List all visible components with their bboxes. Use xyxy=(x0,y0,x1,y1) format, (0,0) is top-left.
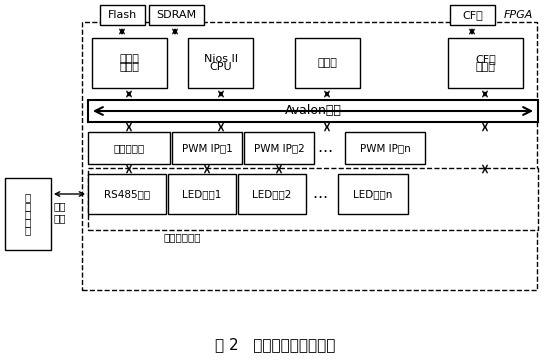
Text: Nios II: Nios II xyxy=(204,53,238,64)
Text: 图 2   控制器硬件结构框图: 图 2 控制器硬件结构框图 xyxy=(215,338,335,352)
Text: …: … xyxy=(312,187,328,201)
Text: PWM IP梸1: PWM IP梸1 xyxy=(182,143,232,153)
Bar xyxy=(238,174,306,214)
Text: 定时器: 定时器 xyxy=(317,58,338,68)
Bar xyxy=(82,22,537,290)
Text: 串口
通信: 串口 通信 xyxy=(54,201,66,223)
Bar xyxy=(88,174,166,214)
Text: 控制器: 控制器 xyxy=(476,62,496,73)
Bar xyxy=(88,100,538,122)
Text: CF卡: CF卡 xyxy=(475,53,496,64)
Text: FPGA: FPGA xyxy=(504,10,533,20)
Text: 计: 计 xyxy=(25,192,31,203)
Text: Avalon总线: Avalon总线 xyxy=(284,104,342,117)
Bar xyxy=(100,5,145,25)
Text: PWM IP梸n: PWM IP梸n xyxy=(360,143,410,153)
Bar xyxy=(149,5,204,25)
Text: LED模块n: LED模块n xyxy=(353,189,393,199)
Text: 控制器: 控制器 xyxy=(119,62,140,73)
Bar xyxy=(88,168,538,230)
Bar xyxy=(172,132,242,164)
Bar xyxy=(188,38,253,88)
Text: LED模块1: LED模块1 xyxy=(182,189,222,199)
Text: RS485控制: RS485控制 xyxy=(104,189,150,199)
Text: SDRAM: SDRAM xyxy=(156,10,196,20)
Text: Flash: Flash xyxy=(108,10,137,20)
Text: 存储器: 存储器 xyxy=(119,53,140,64)
Text: CF卡: CF卡 xyxy=(462,10,483,20)
Bar xyxy=(5,178,51,250)
Text: 系: 系 xyxy=(25,217,31,227)
Bar xyxy=(92,38,167,88)
Text: …: … xyxy=(317,140,333,156)
Bar xyxy=(244,132,314,164)
Text: 机: 机 xyxy=(25,209,31,219)
Text: 统: 统 xyxy=(25,226,31,235)
Bar xyxy=(168,174,236,214)
Text: 显示驱动模块: 显示驱动模块 xyxy=(163,232,201,242)
Text: CPU: CPU xyxy=(209,62,232,73)
Text: 算: 算 xyxy=(25,201,31,211)
Text: PWM IP梸2: PWM IP梸2 xyxy=(254,143,304,153)
Text: 串口控制器: 串口控制器 xyxy=(113,143,145,153)
Bar xyxy=(450,5,495,25)
Bar xyxy=(448,38,523,88)
Bar xyxy=(345,132,425,164)
Bar xyxy=(295,38,360,88)
Text: LED模块2: LED模块2 xyxy=(252,189,292,199)
Bar xyxy=(338,174,408,214)
Bar xyxy=(88,132,170,164)
